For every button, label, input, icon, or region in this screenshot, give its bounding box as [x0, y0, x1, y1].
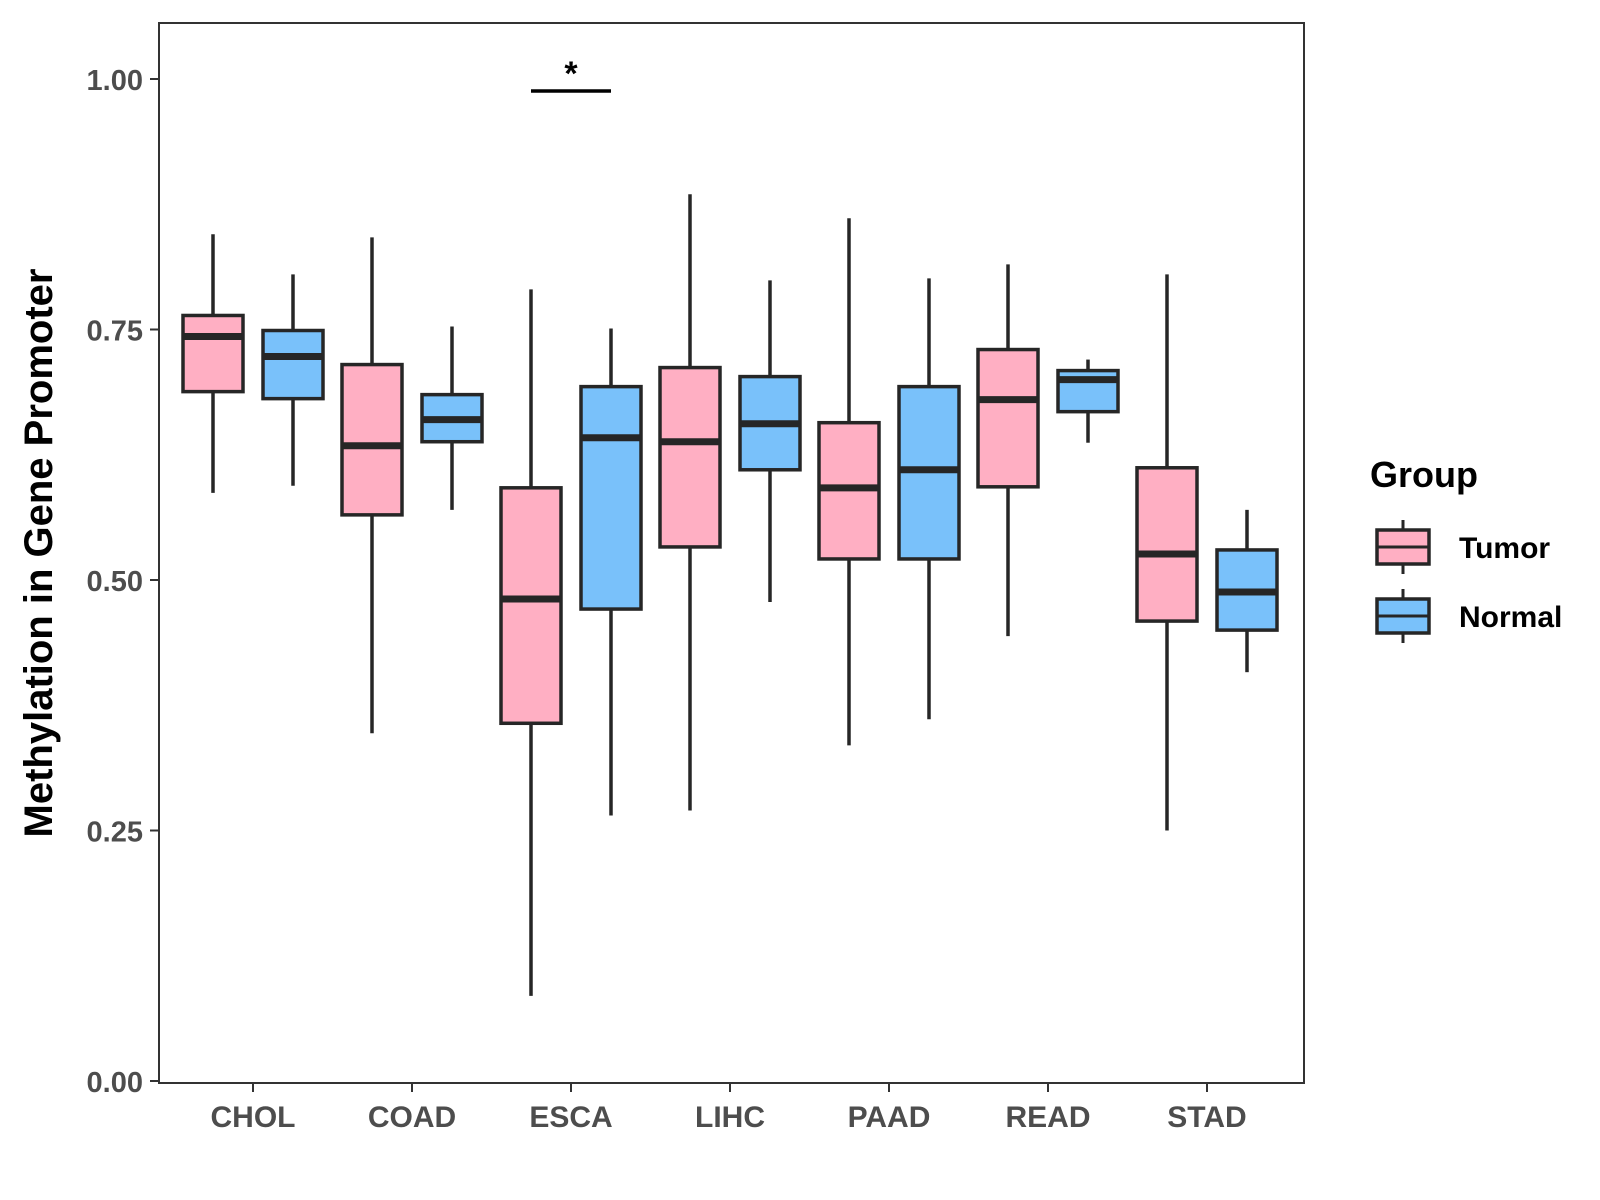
box-body: [658, 365, 722, 549]
box-body: [579, 384, 643, 611]
box-body: [261, 328, 325, 401]
y-tick-label: 1.00: [87, 65, 143, 97]
box-normal-read: [1056, 359, 1120, 443]
box-normal-chol: [261, 274, 325, 486]
legend-label: Normal: [1459, 601, 1562, 634]
box-tumor-coad: [340, 237, 404, 734]
plot-panel: [158, 22, 1305, 1084]
legend-item-tumor: Tumor: [1375, 520, 1550, 574]
legend: Group Tumor Normal: [1370, 454, 1562, 643]
legend-label: Tumor: [1459, 532, 1550, 565]
y-tick-label: 0.75: [87, 316, 143, 348]
box-body: [340, 362, 404, 517]
box-normal-paad: [897, 278, 961, 720]
box-tumor-paad: [817, 218, 881, 746]
annotations-layer: *: [531, 55, 611, 93]
legend-title: Group: [1370, 454, 1478, 495]
x-tick-label: PAAD: [848, 1101, 931, 1134]
box-tumor-lihc: [658, 194, 722, 811]
x-tick-label: CHOL: [211, 1101, 296, 1134]
x-axis-ticks: CHOL COAD ESCA LIHC PAAD READ STAD: [211, 1083, 1247, 1134]
x-tick-label: COAD: [368, 1101, 456, 1134]
x-tick-label: READ: [1005, 1101, 1090, 1134]
box-tumor-chol: [181, 234, 245, 493]
box-body: [181, 313, 245, 394]
boxes-layer: [181, 194, 1279, 996]
box-body: [1135, 466, 1199, 623]
y-tick-label: 0.25: [87, 817, 143, 849]
y-axis-title: Methylation in Gene Promoter: [17, 269, 61, 838]
y-tick-label: 0.50: [87, 566, 143, 598]
box-normal-coad: [420, 326, 484, 510]
x-tick-label: STAD: [1167, 1101, 1246, 1134]
significance-label: *: [564, 55, 578, 93]
box-body: [499, 486, 563, 726]
y-axis-ticks: 0.00 0.25 0.50 0.75 1.00: [87, 65, 159, 1099]
box-tumor-esca: [499, 289, 563, 996]
box-normal-stad: [1215, 509, 1279, 673]
x-tick-label: ESCA: [529, 1101, 612, 1134]
box-tumor-read: [976, 264, 1040, 637]
x-tick-label: LIHC: [695, 1101, 765, 1134]
legend-item-normal: Normal: [1375, 589, 1562, 643]
box-normal-esca: [579, 328, 643, 816]
box-tumor-stad: [1135, 274, 1199, 831]
box-body: [976, 347, 1040, 489]
y-tick-label: 0.00: [87, 1067, 143, 1099]
box-normal-lihc: [738, 280, 802, 603]
